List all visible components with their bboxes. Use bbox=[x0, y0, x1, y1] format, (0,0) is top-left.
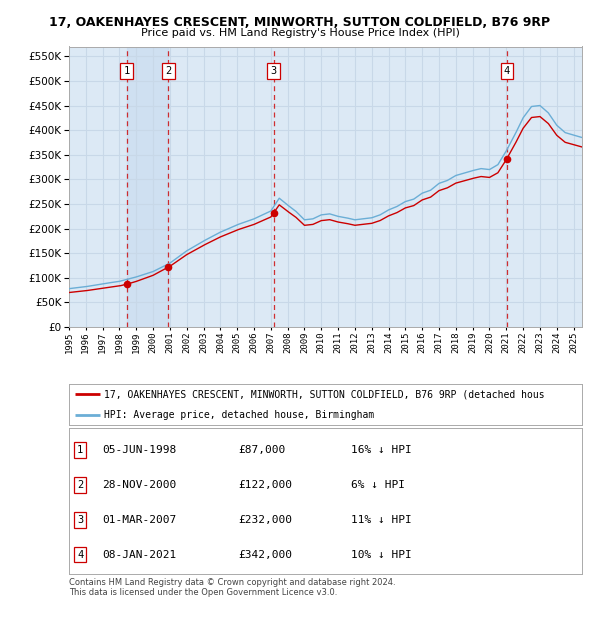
Text: £232,000: £232,000 bbox=[238, 515, 292, 525]
Text: HPI: Average price, detached house, Birmingham: HPI: Average price, detached house, Birm… bbox=[104, 410, 374, 420]
Text: 05-JUN-1998: 05-JUN-1998 bbox=[103, 445, 176, 454]
Text: 28-NOV-2000: 28-NOV-2000 bbox=[103, 480, 176, 490]
Text: 4: 4 bbox=[77, 549, 83, 560]
Text: 17, OAKENHAYES CRESCENT, MINWORTH, SUTTON COLDFIELD, B76 9RP (detached hous: 17, OAKENHAYES CRESCENT, MINWORTH, SUTTO… bbox=[104, 389, 545, 399]
Text: 01-MAR-2007: 01-MAR-2007 bbox=[103, 515, 176, 525]
Text: 4: 4 bbox=[503, 66, 510, 76]
Text: 08-JAN-2021: 08-JAN-2021 bbox=[103, 549, 176, 560]
Text: 2: 2 bbox=[165, 66, 172, 76]
Text: Price paid vs. HM Land Registry's House Price Index (HPI): Price paid vs. HM Land Registry's House … bbox=[140, 28, 460, 38]
Text: 1: 1 bbox=[124, 66, 130, 76]
Text: 2: 2 bbox=[77, 480, 83, 490]
Text: £342,000: £342,000 bbox=[238, 549, 292, 560]
Text: 17, OAKENHAYES CRESCENT, MINWORTH, SUTTON COLDFIELD, B76 9RP: 17, OAKENHAYES CRESCENT, MINWORTH, SUTTO… bbox=[49, 16, 551, 29]
Text: 16% ↓ HPI: 16% ↓ HPI bbox=[351, 445, 412, 454]
Text: 1: 1 bbox=[77, 445, 83, 454]
Text: 3: 3 bbox=[271, 66, 277, 76]
Text: £87,000: £87,000 bbox=[238, 445, 286, 454]
Text: 6% ↓ HPI: 6% ↓ HPI bbox=[351, 480, 405, 490]
Text: 10% ↓ HPI: 10% ↓ HPI bbox=[351, 549, 412, 560]
Bar bbox=[127, 46, 169, 327]
Text: 3: 3 bbox=[77, 515, 83, 525]
Text: This data is licensed under the Open Government Licence v3.0.: This data is licensed under the Open Gov… bbox=[69, 588, 337, 597]
Text: £122,000: £122,000 bbox=[238, 480, 292, 490]
Text: 11% ↓ HPI: 11% ↓ HPI bbox=[351, 515, 412, 525]
Text: Contains HM Land Registry data © Crown copyright and database right 2024.: Contains HM Land Registry data © Crown c… bbox=[69, 578, 395, 587]
